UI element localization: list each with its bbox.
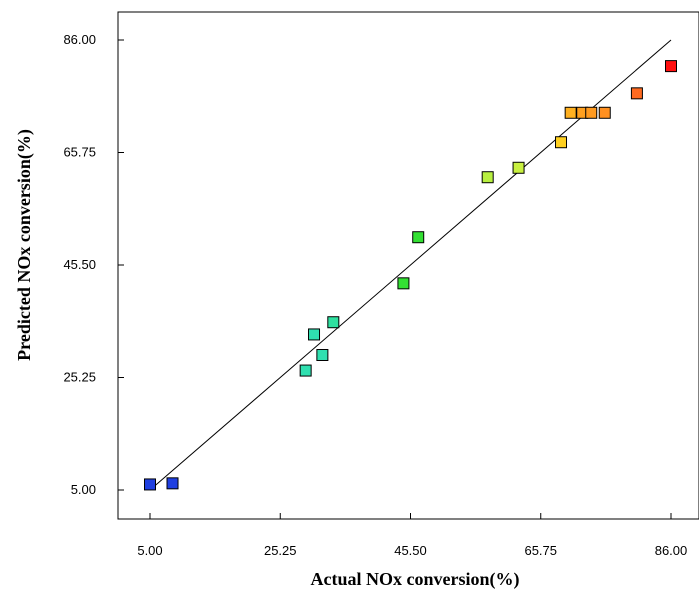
data-point <box>397 277 410 290</box>
y-tick-label: 65.75 <box>63 145 96 160</box>
data-point <box>585 106 598 119</box>
data-point <box>166 477 179 490</box>
y-tick-label: 5.00 <box>71 482 96 497</box>
data-point <box>555 136 568 149</box>
y-tick-label: 25.25 <box>63 370 96 385</box>
x-tick-label: 5.00 <box>137 543 162 558</box>
data-point <box>308 328 321 341</box>
data-point <box>412 231 425 244</box>
x-tick-label: 25.25 <box>264 543 297 558</box>
data-point <box>327 316 340 329</box>
x-tick-label: 65.75 <box>524 543 557 558</box>
data-point <box>316 349 329 361</box>
y-axis-ticks: 5.00 25.25 45.50 65.75 86.00 <box>63 32 124 497</box>
data-point <box>299 364 312 377</box>
y-axis-title: Predicted NOx conversion(%) <box>14 129 35 361</box>
data-point <box>598 106 611 119</box>
x-tick-label: 45.50 <box>394 543 427 558</box>
x-tick-label: 86.00 <box>655 543 688 558</box>
data-point <box>144 478 156 491</box>
y-tick-label: 86.00 <box>63 32 96 47</box>
x-axis-ticks: 5.00 25.25 45.50 65.75 86.00 <box>137 513 687 558</box>
data-point <box>564 106 577 119</box>
y-tick-label: 45.50 <box>63 257 96 272</box>
data-point <box>665 60 677 73</box>
x-axis-title: Actual NOx conversion(%) <box>311 569 520 590</box>
data-point <box>512 161 525 174</box>
data-point <box>630 87 643 100</box>
data-point <box>481 171 494 184</box>
data-points <box>144 60 677 491</box>
